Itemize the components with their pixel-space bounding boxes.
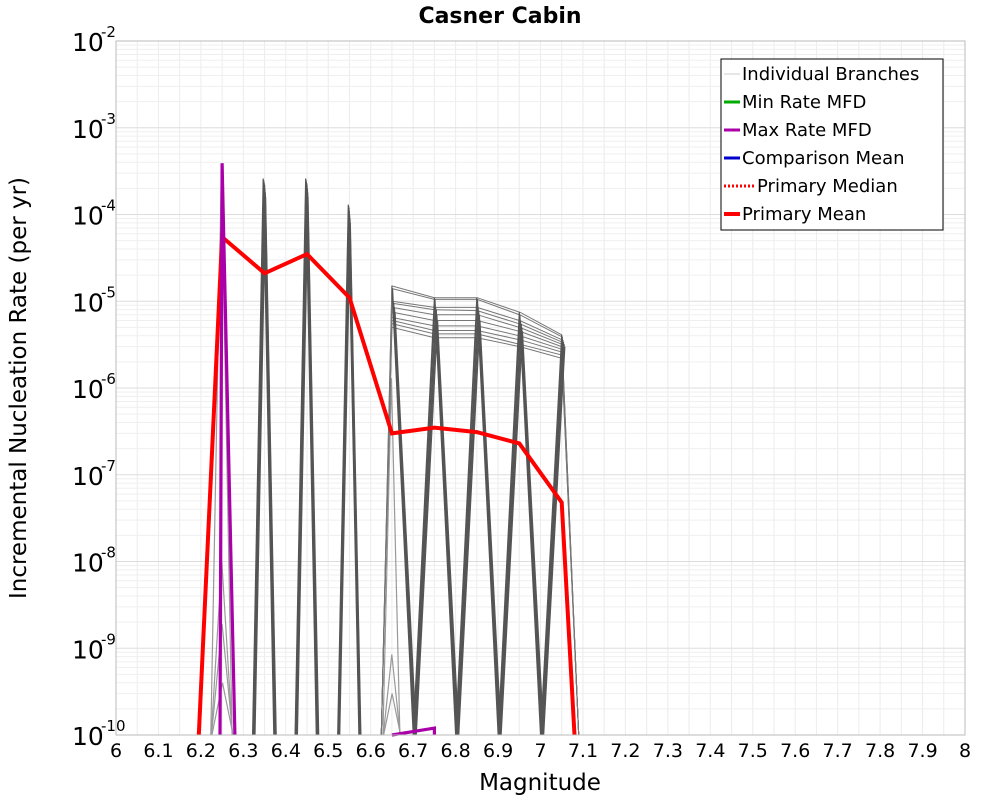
legend-entry: Min Rate MFD: [724, 92, 866, 113]
x-tick-label: 7.1: [568, 740, 598, 762]
chart-title: Casner Cabin: [418, 4, 581, 29]
branch-spike: [210, 624, 234, 736]
y-tick-label: 10-10: [72, 717, 126, 751]
y-tick-base: 10: [72, 462, 104, 491]
y-tick-exponent: -7: [101, 457, 116, 475]
x-axis-label: Magnitude: [479, 770, 601, 796]
y-tick-exponent: -2: [101, 23, 116, 41]
y-tick-label: 10-9: [72, 630, 116, 664]
legend: Individual Branches Min Rate MFD Max Rate …: [720, 58, 944, 231]
y-tick-exponent: -5: [101, 283, 116, 301]
y-tick-base: 10: [72, 115, 104, 144]
y-tick-exponent: -10: [101, 717, 126, 735]
legend-entry: Individual Branches: [724, 64, 919, 85]
legend-entry: Primary Mean: [724, 204, 866, 225]
branch-spike: [254, 196, 277, 736]
y-tick-base: 10: [72, 722, 104, 751]
y-tick-label: 10-5: [72, 283, 116, 317]
branch-spike: [382, 378, 401, 736]
x-tick-label: 7.4: [695, 740, 725, 762]
x-tick-label: 7: [534, 740, 546, 762]
y-axis-label: Incremental Nucleation Rate (per yr): [6, 177, 32, 599]
x-tick-label: 6.5: [313, 740, 343, 762]
series-line-primary-mean: [196, 232, 577, 736]
x-tick-label: 6.6: [356, 740, 386, 762]
y-tick-label: 10-8: [72, 544, 116, 578]
legend-box: [720, 58, 944, 231]
branch-spike: [211, 682, 234, 736]
x-tick-label: 6.3: [228, 740, 258, 762]
x-tick-label: 7.6: [780, 740, 810, 762]
y-tick-exponent: -3: [101, 110, 116, 128]
y-tick-base: 10: [72, 375, 104, 404]
x-tick-label: 6.4: [271, 740, 301, 762]
x-tick-label: 7.9: [907, 740, 937, 762]
y-tick-base: 10: [72, 288, 104, 317]
y-tick-label: 10-7: [72, 457, 116, 491]
series-line-max-rate-mfd: [391, 726, 436, 737]
x-tick-label: 6.7: [398, 740, 428, 762]
legend-label: Min Rate MFD: [742, 92, 866, 113]
branch-spike: [339, 222, 362, 736]
x-tick-label: 6.1: [143, 740, 173, 762]
plot-frame: [115, 40, 966, 736]
x-tick-label: 7.8: [865, 740, 895, 762]
x-tick-label: 6.9: [483, 740, 513, 762]
x-tick-label: 7.7: [823, 740, 853, 762]
branch-spike: [383, 693, 402, 736]
branch-spike: [382, 654, 401, 736]
legend-entry: Primary Median: [724, 176, 898, 197]
x-tick-label: 8: [959, 740, 971, 762]
legend-label: Comparison Mean: [742, 148, 905, 169]
y-tick-base: 10: [72, 549, 104, 578]
x-axis-ticks: 6 6.1 6.2 6.3 6.4 6.5 6.6 6.7 6.8 6.9 7 7.1 7.2 7.3 7.…: [110, 740, 971, 762]
x-tick-label: 6.2: [186, 740, 216, 762]
legend-label: Individual Branches: [742, 64, 919, 85]
y-tick-label: 10-6: [72, 370, 116, 404]
legend-label: Primary Median: [757, 176, 898, 197]
x-tick-label: 7.2: [610, 740, 640, 762]
y-tick-exponent: -6: [101, 370, 116, 388]
x-tick-label: 6.8: [440, 740, 470, 762]
series-line-max-rate-mfd: [218, 163, 237, 736]
y-tick-label: 10-3: [72, 110, 116, 144]
y-tick-label: 10-4: [72, 197, 116, 231]
legend-label: Primary Mean: [742, 204, 866, 225]
x-tick-label: 6: [110, 740, 122, 762]
y-tick-base: 10: [72, 202, 104, 231]
y-tick-base: 10: [72, 28, 104, 57]
y-tick-base: 10: [72, 635, 104, 664]
branch-spike: [296, 196, 320, 736]
y-tick-label: 10-2: [72, 23, 116, 57]
x-tick-label: 7.5: [738, 740, 768, 762]
series-layer: [196, 163, 577, 737]
legend-entry: Comparison Mean: [724, 148, 905, 169]
legend-entry: Max Rate MFD: [724, 120, 872, 141]
y-tick-exponent: -9: [101, 630, 116, 648]
x-tick-label: 7.3: [653, 740, 683, 762]
y-tick-exponent: -8: [101, 544, 116, 562]
legend-label: Max Rate MFD: [742, 120, 872, 141]
y-tick-exponent: -4: [101, 197, 116, 215]
